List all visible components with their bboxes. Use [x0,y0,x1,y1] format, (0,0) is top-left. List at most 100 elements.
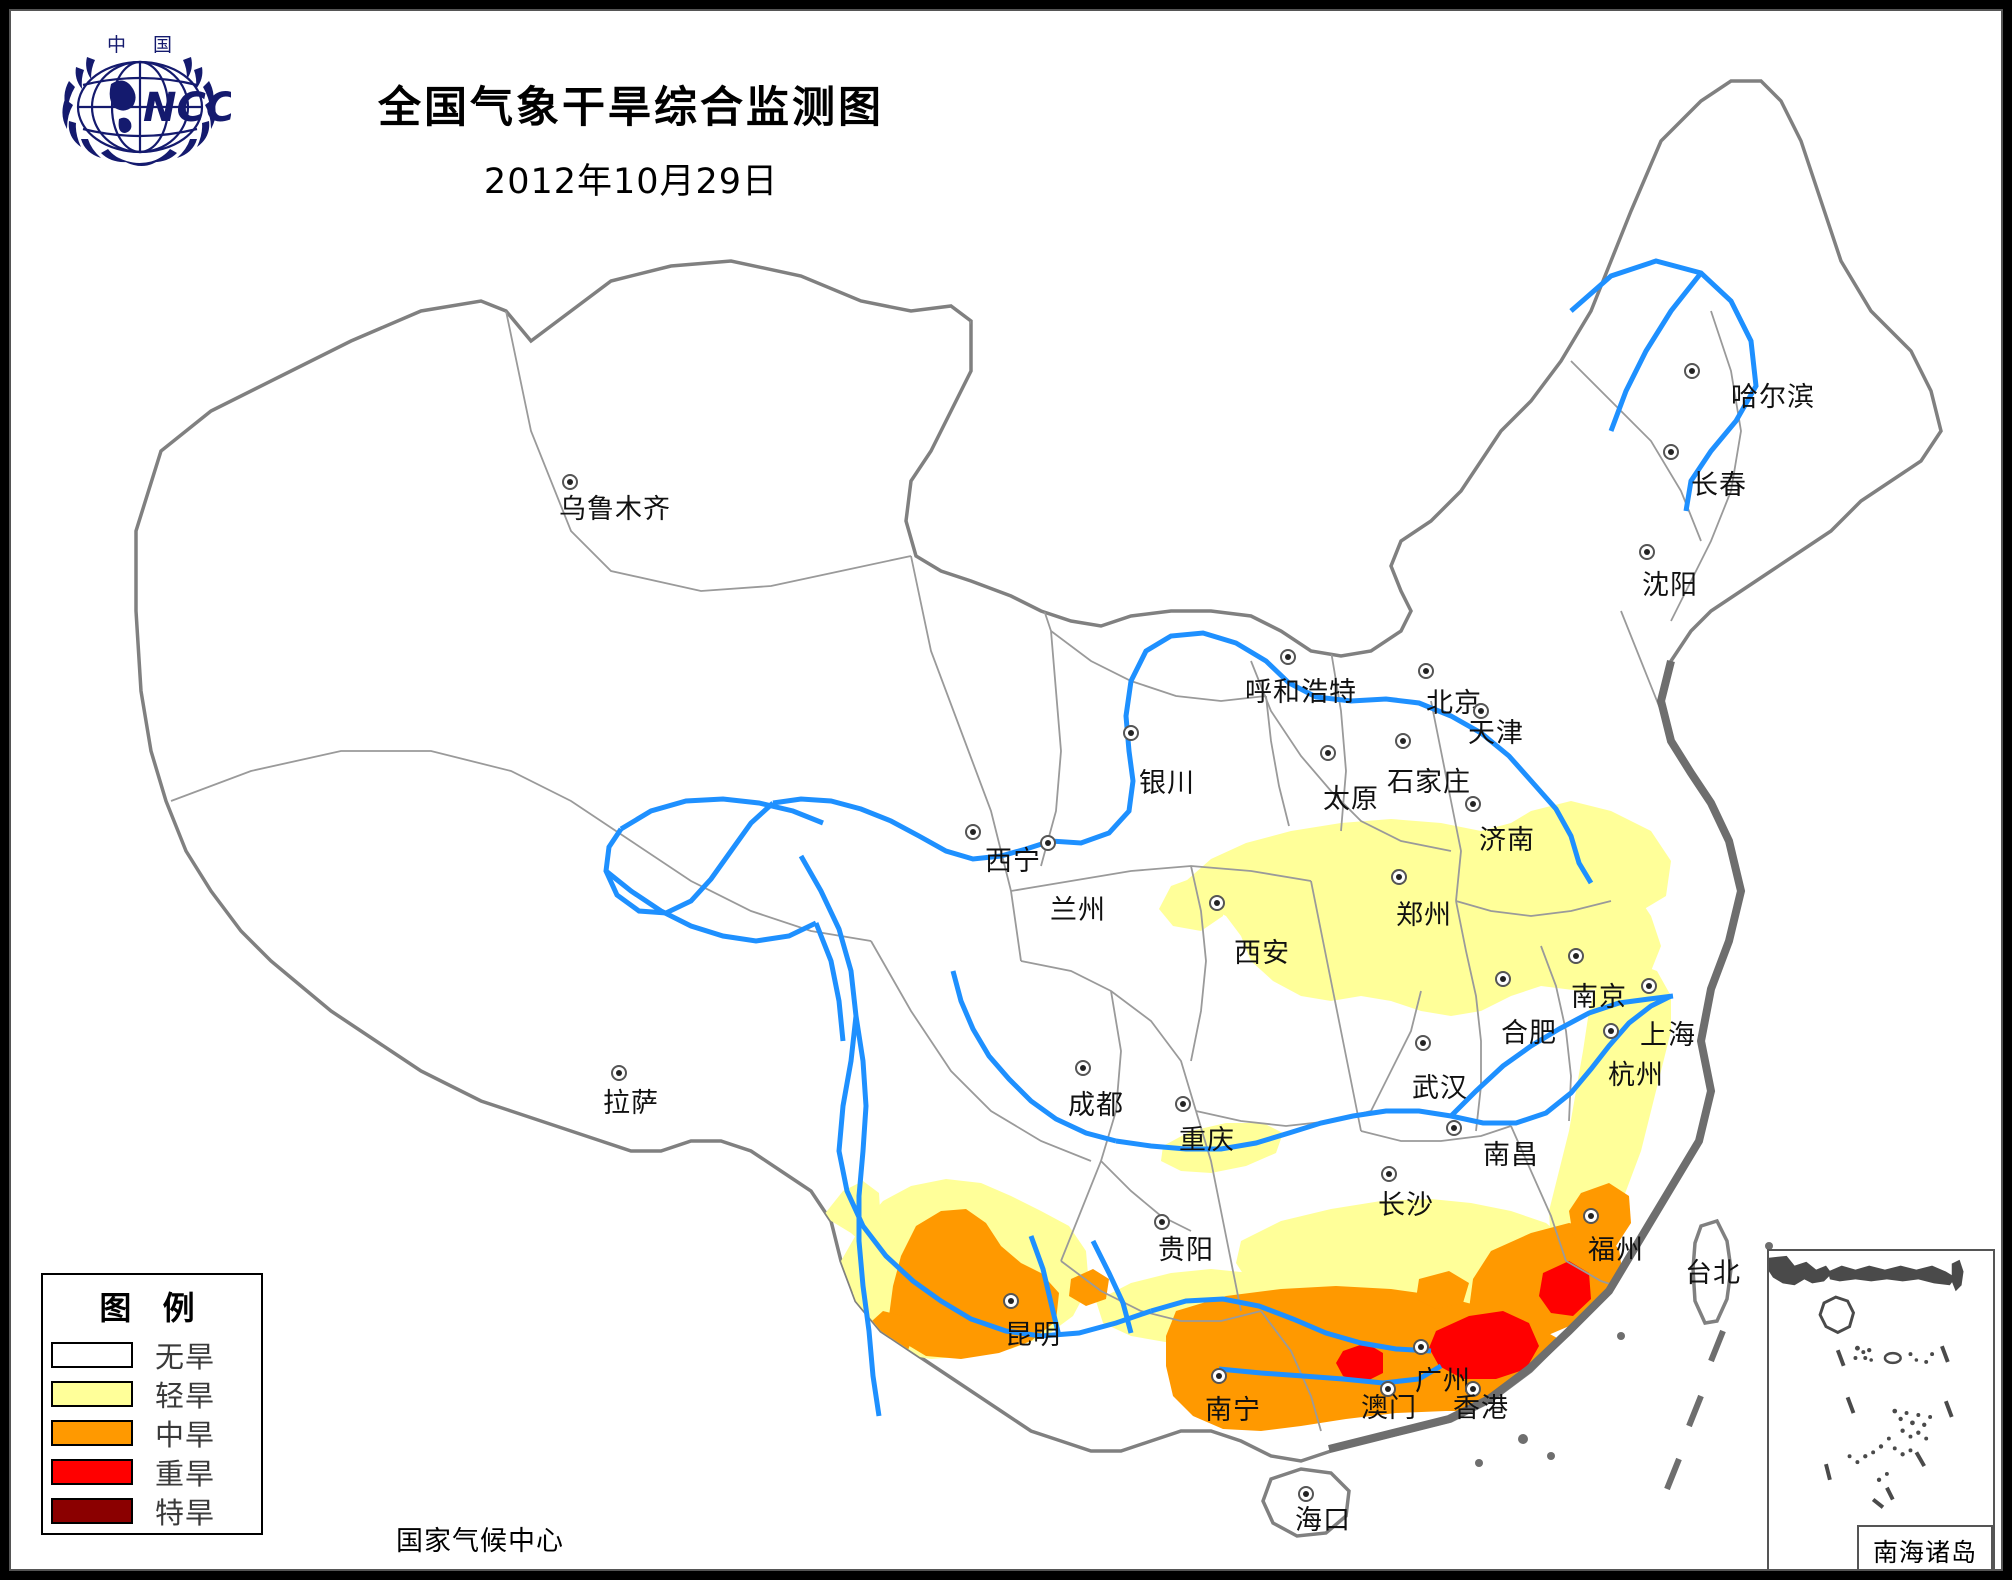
legend-swatch [51,1458,133,1485]
city-label: 台北 [1685,1258,1741,1289]
city-marker-dot [1495,971,1511,987]
city-label: 南宁 [1205,1395,1261,1426]
city-label: 南京 [1571,982,1627,1013]
city-label: 济南 [1479,825,1535,856]
city-label: 沈阳 [1642,570,1698,601]
legend-item: 重旱 [43,1452,261,1491]
legend-item: 中旱 [43,1413,261,1452]
city-label: 上海 [1640,1020,1696,1051]
city-marker-dot [1040,835,1056,851]
city-marker-dot [1415,1035,1431,1051]
south-china-sea-inset-map: 南海诸岛 [1767,1249,1995,1569]
nine-dash-line [1664,1329,1726,1491]
city-marker-dot [1003,1293,1019,1309]
city-marker-dot [1418,663,1434,679]
taiwan-island [1691,1218,1733,1325]
inset-map-graphic [1769,1255,1964,1509]
legend-label: 无旱 [155,1339,216,1374]
inset-map-label: 南海诸岛 [1857,1525,1993,1569]
city-marker-dot [1465,796,1481,812]
coastline-detail [1328,660,1746,1453]
city-marker-dot [965,824,981,840]
legend-item: 特旱 [43,1491,261,1530]
hainan-island [1261,1467,1351,1538]
city-marker-dot [1395,733,1411,749]
city-label: 南昌 [1483,1140,1539,1171]
city-label: 哈尔滨 [1731,382,1815,413]
china-map-graphic [134,79,1943,1538]
city-label: 兰州 [1050,895,1106,926]
city-marker-dot [1123,725,1139,741]
legend-swatch [51,1419,133,1446]
city-marker-dot [1175,1096,1191,1112]
legend-label: 特旱 [155,1495,216,1530]
legend-label: 重旱 [155,1456,216,1491]
city-marker-dot [611,1065,627,1081]
china-national-boundary [134,79,1943,1463]
city-label: 乌鲁木齐 [559,494,671,525]
city-marker-dot [1381,1166,1397,1182]
legend-rows: 无旱轻旱中旱重旱特旱 [43,1335,261,1530]
city-marker-dot [1639,544,1655,560]
city-label: 贵阳 [1158,1235,1214,1266]
city-marker-dot [1473,703,1489,719]
city-label: 石家庄 [1387,767,1471,798]
city-label: 银川 [1139,768,1195,799]
city-label: 西安 [1234,938,1290,969]
page-title: 全国气象干旱综合监测图 [378,83,884,133]
city-marker-dot [1154,1214,1170,1230]
city-label: 天津 [1468,718,1524,749]
city-marker-dot [1280,649,1296,665]
city-label: 拉萨 [603,1088,659,1119]
city-marker-dot [1298,1486,1314,1502]
city-label: 杭州 [1608,1060,1664,1091]
city-label: 广州 [1415,1366,1471,1397]
city-marker-dot [562,474,578,490]
city-label: 长春 [1691,470,1747,501]
source-credit: 国家气候中心 [396,1526,564,1557]
legend-title: 图 例 [99,1289,205,1327]
city-label: 太原 [1323,784,1379,815]
city-marker-dot [1465,1381,1481,1397]
ncc-logo: 中 国 [49,29,235,169]
city-label: 重庆 [1179,1125,1235,1156]
legend-label: 中旱 [155,1417,216,1452]
city-label: 郑州 [1396,900,1452,931]
city-marker-dot [1380,1381,1396,1397]
city-marker-dot [1583,1208,1599,1224]
city-marker-dot [1568,948,1584,964]
page-date: 2012年10月29日 [483,162,779,202]
city-label: 武汉 [1412,1073,1468,1104]
city-label: 西宁 [985,846,1041,877]
legend-swatch [51,1341,133,1368]
city-marker-dot [1320,745,1336,761]
legend-item: 无旱 [43,1335,261,1374]
legend-swatch [51,1380,133,1407]
rivers-layer [603,258,1759,1417]
city-marker-dot [1641,978,1657,994]
provincial-boundaries [170,310,1742,1432]
city-label: 北京 [1426,688,1482,719]
legend-panel: 图 例 无旱轻旱中旱重旱特旱 [41,1273,263,1535]
city-marker-dot [1684,363,1700,379]
legend-label: 轻旱 [155,1378,216,1413]
city-label: 福州 [1588,1235,1644,1266]
city-marker-dot [1211,1368,1227,1384]
city-label: 香港 [1453,1393,1509,1424]
legend-swatch [51,1497,133,1524]
city-marker-dot [1413,1339,1429,1355]
city-label: 海口 [1295,1505,1351,1536]
city-label: 澳门 [1361,1393,1417,1424]
city-marker-dot [1391,869,1407,885]
city-label: 呼和浩特 [1245,677,1357,708]
logo-top-text: 中 [107,34,126,56]
map-frame: 中 国 [9,9,2003,1571]
logo-ncc-text: NCC [143,85,231,131]
city-marker-dot [1446,1120,1462,1136]
city-marker-dot [1603,1023,1619,1039]
city-marker-dot [1663,444,1679,460]
svg-text:国: 国 [153,34,172,56]
severe-drought-areas [1336,1261,1591,1383]
city-label: 昆明 [1005,1320,1061,1351]
legend-item: 轻旱 [43,1374,261,1413]
